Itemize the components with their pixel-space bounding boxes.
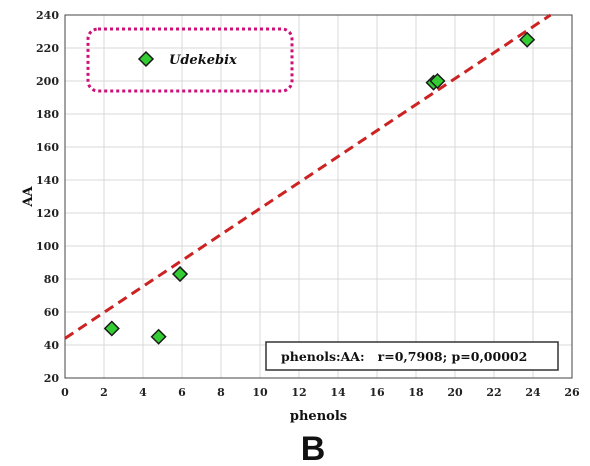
- data-point: [103, 320, 120, 337]
- data-points: [103, 31, 536, 345]
- y-tick-labels: 20 40 60 80 100 120 140 160 180 200 220 240: [36, 9, 59, 385]
- panel-label: B: [301, 430, 326, 466]
- data-point: [429, 72, 446, 90]
- x-tick-labels: 0 2 4 6 8 10 12 14 16 18 20 22 24 26: [61, 386, 580, 399]
- trend-line: [64, 13, 552, 340]
- y-tick-label: 240: [36, 9, 59, 22]
- x-tick-label: 16: [369, 386, 385, 399]
- stats-annotation: phenols:AA: r=0,7908; p=0,00002: [281, 349, 527, 364]
- y-tick-label: 200: [36, 75, 59, 88]
- grid-lines: [64, 14, 573, 379]
- legend: Udekebix: [86, 27, 294, 93]
- x-tick-label: 8: [217, 386, 225, 399]
- y-tick-label: 120: [36, 207, 59, 220]
- x-tick-label: 12: [291, 386, 306, 399]
- y-tick-label: 220: [36, 42, 59, 55]
- x-tick-label: 4: [139, 386, 147, 399]
- x-tick-label: 2: [100, 386, 108, 399]
- x-tick-label: 20: [447, 386, 463, 399]
- data-point: [519, 31, 536, 48]
- y-tick-label: 180: [36, 108, 59, 121]
- y-tick-label: 40: [44, 339, 60, 352]
- plot-area-frame: [64, 14, 573, 379]
- x-tick-label: 0: [61, 386, 69, 399]
- legend-frame: [86, 27, 294, 93]
- x-tick-label: 26: [564, 386, 580, 399]
- x-tick-label: 22: [486, 386, 501, 399]
- x-axis-title: phenols: [290, 409, 347, 424]
- y-tick-label: 20: [44, 372, 60, 385]
- y-tick-label: 100: [36, 240, 59, 253]
- y-axis-title: AA: [21, 186, 36, 208]
- x-tick-label: 18: [408, 386, 424, 399]
- stats-box: phenols:AA: r=0,7908; p=0,00002: [265, 341, 559, 371]
- y-tick-label: 160: [36, 141, 59, 154]
- x-tick-label: 10: [252, 386, 268, 399]
- legend-diamond-marker: [137, 50, 155, 68]
- y-tick-label: 60: [44, 306, 60, 319]
- x-tick-label: 24: [525, 386, 541, 399]
- legend-label: Udekebix: [169, 53, 237, 68]
- x-tick-label: 6: [178, 386, 186, 399]
- x-tick-label: 14: [330, 386, 346, 399]
- data-point: [171, 265, 189, 283]
- y-tick-label: 80: [44, 273, 60, 286]
- data-point: [150, 328, 167, 345]
- y-tick-label: 140: [36, 174, 59, 187]
- stats-box-frame: [265, 341, 559, 371]
